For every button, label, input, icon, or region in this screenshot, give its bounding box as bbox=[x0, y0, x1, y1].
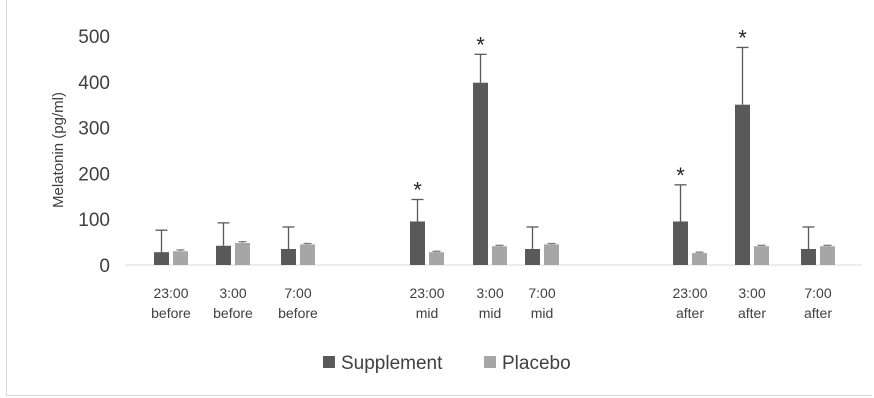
x-tick-label-1: 3:00 before bbox=[213, 285, 253, 321]
error-bar-placebo-6 bbox=[695, 251, 704, 254]
x-tick-label-3: 23:00 mid bbox=[409, 285, 444, 321]
error-bar-placebo-2 bbox=[303, 242, 312, 245]
error-bar-supplement-4 bbox=[474, 53, 487, 83]
x-tick-label-8: 7:00 after bbox=[804, 285, 832, 321]
error-bar-supplement-7 bbox=[736, 46, 749, 105]
x-tick-label-6: 23:00 after bbox=[672, 285, 707, 321]
bar-placebo-2 bbox=[300, 244, 315, 265]
bar-supplement-2 bbox=[281, 248, 296, 265]
bar-supplement-3 bbox=[410, 221, 425, 265]
error-bar-placebo-0 bbox=[176, 249, 185, 252]
y-axis-label: Melatonin (pg/ml) bbox=[50, 92, 67, 208]
legend-item-placebo: Placebo bbox=[484, 353, 571, 374]
bar-placebo-5 bbox=[544, 244, 559, 265]
error-bar-placebo-3 bbox=[432, 250, 441, 253]
x-axis-ticks: 23:00 before 3:00 before 7:00 before 23:00 mid 3… bbox=[151, 285, 832, 321]
x-tick-label-2: 7:00 before bbox=[278, 285, 318, 321]
legend-label-0: Supplement bbox=[341, 353, 443, 374]
error-bar-supplement-6 bbox=[674, 184, 687, 222]
x-tick-label-5: 7:00 mid bbox=[528, 285, 555, 321]
bar-supplement-4 bbox=[473, 82, 488, 265]
y-axis-ticks: 0 100 200 300 400 500 bbox=[78, 27, 110, 277]
error-bar-placebo-7 bbox=[757, 244, 766, 247]
significance-star-0: * bbox=[413, 178, 422, 203]
error-bar-supplement-2 bbox=[282, 226, 295, 249]
legend-swatch-1 bbox=[484, 356, 496, 368]
error-bar-placebo-8 bbox=[823, 244, 832, 247]
significance-markers: * * * * bbox=[413, 25, 747, 202]
y-tick-label-1: 100 bbox=[78, 210, 110, 231]
error-bar-supplement-8 bbox=[802, 226, 815, 249]
y-tick-label-3: 300 bbox=[78, 119, 110, 140]
error-bar-placebo-5 bbox=[547, 242, 556, 245]
y-tick-label-0: 0 bbox=[99, 256, 110, 277]
error-bars bbox=[155, 46, 832, 254]
x-tick-label-7: 3:00 after bbox=[738, 285, 766, 321]
chart-frame bbox=[6, 0, 872, 396]
error-bar-supplement-0 bbox=[155, 229, 168, 253]
bar-placebo-0 bbox=[173, 251, 188, 265]
legend: Supplement Placebo bbox=[323, 353, 571, 374]
significance-star-2: * bbox=[676, 163, 685, 188]
bar-placebo-4 bbox=[492, 246, 507, 265]
bar-placebo-3 bbox=[429, 252, 444, 265]
y-tick-label-4: 400 bbox=[78, 73, 110, 94]
bar-supplement-0 bbox=[154, 252, 169, 265]
error-bar-placebo-1 bbox=[238, 240, 247, 244]
bar-placebo-1 bbox=[235, 243, 250, 265]
legend-item-supplement: Supplement bbox=[323, 353, 443, 374]
x-tick-label-0: 23:00 before bbox=[151, 285, 191, 321]
bar-supplement-1 bbox=[216, 245, 231, 265]
bar-placebo-8 bbox=[820, 246, 835, 265]
error-bar-supplement-3 bbox=[411, 198, 424, 222]
significance-star-3: * bbox=[738, 25, 747, 50]
y-tick-label-5: 500 bbox=[78, 27, 110, 48]
bar-placebo-7 bbox=[754, 246, 769, 265]
error-bar-placebo-4 bbox=[495, 244, 504, 247]
bar-supplement-7 bbox=[735, 104, 750, 265]
y-tick-label-2: 200 bbox=[78, 164, 110, 185]
x-tick-label-4: 3:00 mid bbox=[476, 285, 503, 321]
bar-supplement-8 bbox=[801, 248, 816, 265]
bar-supplement-6 bbox=[673, 221, 688, 265]
legend-label-1: Placebo bbox=[502, 353, 571, 374]
significance-star-1: * bbox=[476, 32, 485, 57]
bar-supplement-5 bbox=[525, 248, 540, 265]
bar-placebo-6 bbox=[692, 253, 707, 265]
legend-swatch-0 bbox=[323, 356, 335, 368]
bars bbox=[154, 82, 835, 265]
error-bar-supplement-5 bbox=[526, 226, 539, 249]
error-bar-supplement-1 bbox=[217, 222, 230, 246]
